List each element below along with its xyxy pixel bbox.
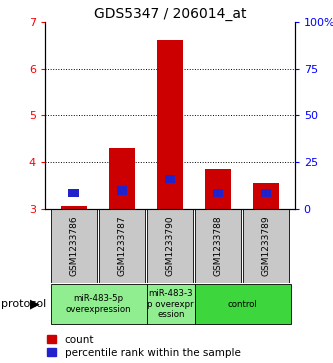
Text: GSM1233786: GSM1233786 (69, 216, 78, 276)
Text: GSM1233789: GSM1233789 (261, 216, 270, 276)
Bar (205, 169, 231, 209)
Text: miR-483-5p
overexpression: miR-483-5p overexpression (66, 294, 132, 314)
Bar (117, 186, 127, 195)
Bar (51, 209, 97, 283)
Bar (212, 189, 223, 197)
Bar (61, 207, 87, 209)
Bar (69, 189, 79, 197)
Bar (157, 41, 183, 209)
Text: GSM1233788: GSM1233788 (213, 216, 222, 276)
Text: protocol: protocol (1, 299, 46, 309)
Legend: count, percentile rank within the sample: count, percentile rank within the sample (47, 335, 240, 358)
Title: GDS5347 / 206014_at: GDS5347 / 206014_at (94, 7, 246, 21)
Bar (243, 209, 289, 283)
Bar (109, 148, 135, 209)
Text: ▶: ▶ (30, 298, 40, 310)
Text: GSM1233787: GSM1233787 (117, 216, 126, 276)
Text: control: control (228, 299, 258, 309)
Bar (51, 284, 147, 324)
Bar (195, 284, 291, 324)
Bar (147, 209, 193, 283)
Bar (195, 209, 241, 283)
Text: GSM1233790: GSM1233790 (165, 216, 174, 276)
Text: miR-483-3
p overexpr
ession: miR-483-3 p overexpr ession (148, 289, 194, 319)
Bar (147, 284, 195, 324)
Bar (253, 183, 279, 209)
Bar (261, 189, 271, 197)
Bar (99, 209, 145, 283)
Bar (165, 175, 175, 183)
